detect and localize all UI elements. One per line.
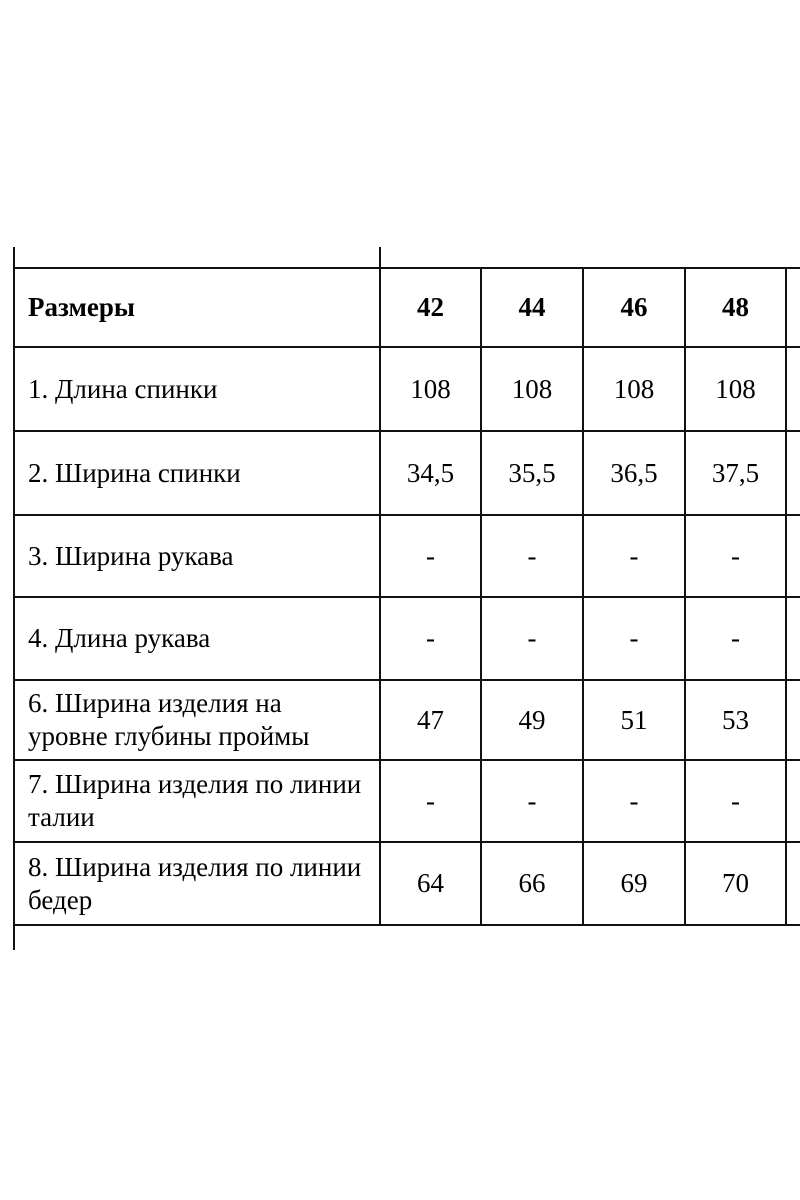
table-row-divider	[14, 841, 800, 843]
value-cell: -	[731, 785, 740, 816]
value-cell: 37,5	[711, 457, 760, 488]
table-row-divider	[14, 924, 800, 926]
value-cell: 35,5	[508, 457, 556, 488]
measurement-label: 2. Ширина спинки	[28, 457, 241, 488]
value-cell: 69	[620, 868, 648, 898]
table-column-divider	[13, 247, 15, 268]
table-row-divider	[14, 514, 800, 516]
value-cell: -	[426, 623, 435, 653]
value-cell-box: -	[483, 599, 581, 678]
value-cell: -	[731, 623, 740, 653]
value-cell-box: 108	[687, 349, 784, 429]
value-cell-box: 48	[687, 270, 784, 345]
value-cell: 108	[410, 373, 451, 404]
value-cell-box: -	[585, 762, 683, 840]
value-cell-box: 108	[483, 349, 581, 429]
table-column-divider	[13, 268, 15, 925]
value-cell: 70	[722, 868, 749, 898]
value-cell: -	[527, 623, 537, 653]
measurement-label: 7. Ширина изделия по линии талии	[28, 769, 362, 832]
size-header-cell: 42	[417, 292, 444, 322]
value-cell-box: 34,5	[382, 433, 479, 513]
table-row-divider	[14, 346, 800, 348]
table-column-divider	[379, 247, 381, 268]
table-column-divider	[684, 268, 686, 925]
value-cell-box: -	[483, 517, 581, 595]
size-header-cell: 44	[518, 292, 546, 322]
table-column-divider	[379, 268, 381, 925]
value-cell: 108	[613, 373, 655, 404]
measurement-label: 8. Ширина изделия по линии бедер	[28, 851, 362, 915]
value-cell-box: -	[687, 517, 784, 595]
value-cell: -	[629, 540, 639, 571]
value-cell-box: 46	[585, 270, 683, 345]
size-header-cell: 48	[722, 292, 749, 322]
value-cell: -	[527, 785, 537, 816]
value-cell: 64	[417, 868, 444, 898]
label-cell: 6. Ширина изделия на уровне глубины прой…	[20, 682, 376, 758]
value-cell-box: -	[585, 599, 683, 678]
value-cell: 53	[722, 704, 749, 735]
value-cell-box: 108	[382, 349, 479, 429]
value-cell: -	[629, 623, 639, 653]
measurement-label: 4. Длина рукава	[28, 623, 211, 653]
value-cell: 49	[518, 704, 546, 735]
measurement-label: 1. Длина спинки	[28, 373, 218, 404]
label-cell: 2. Ширина спинки	[20, 433, 376, 513]
value-cell: 47	[417, 704, 444, 735]
value-cell: 36,5	[610, 457, 658, 488]
measurement-label: 6. Ширина изделия на уровне глубины прой…	[28, 688, 310, 751]
value-cell-box: 42	[382, 270, 479, 345]
value-cell: 34,5	[406, 457, 455, 488]
label-cell: 3. Ширина рукава	[20, 517, 376, 595]
value-cell-box: 70	[687, 844, 784, 923]
value-cell-box: 35,5	[483, 433, 581, 513]
table-column-divider	[13, 925, 15, 950]
value-cell-box: -	[483, 762, 581, 840]
table-row-divider	[14, 679, 800, 681]
value-cell-box: 44	[483, 270, 581, 345]
label-cell: 7. Ширина изделия по линии талии	[20, 762, 376, 840]
label-cell: 8. Ширина изделия по линии бедер	[20, 844, 376, 923]
label-cell: 4. Длина рукава	[20, 599, 376, 678]
value-cell: -	[527, 540, 537, 571]
value-cell-box: 36,5	[585, 433, 683, 513]
label-cell: Размеры	[20, 270, 376, 345]
value-cell-box: 108	[585, 349, 683, 429]
value-cell-box: -	[687, 762, 784, 840]
table-row-divider	[14, 759, 800, 761]
value-cell-box: -	[382, 762, 479, 840]
value-cell-box: 51	[585, 682, 683, 758]
value-cell-box: 69	[585, 844, 683, 923]
value-cell-box: 53	[687, 682, 784, 758]
value-cell: -	[629, 785, 639, 816]
measurement-label: 3. Ширина рукава	[28, 540, 234, 571]
value-cell-box: -	[382, 599, 479, 678]
value-cell-box: 49	[483, 682, 581, 758]
size-header-cell: 46	[620, 292, 648, 322]
table-column-divider	[582, 268, 584, 925]
value-cell-box: -	[687, 599, 784, 678]
value-cell-box: -	[382, 517, 479, 595]
table-row-divider	[14, 430, 800, 432]
value-cell-box: 47	[382, 682, 479, 758]
value-cell: 108	[511, 373, 553, 404]
value-cell-box: 64	[382, 844, 479, 923]
value-cell-box: 37,5	[687, 433, 784, 513]
value-cell: -	[426, 785, 435, 816]
value-cell: 66	[518, 868, 546, 898]
header-label: Размеры	[28, 292, 135, 322]
value-cell: -	[731, 540, 740, 571]
value-cell: 108	[715, 373, 756, 404]
value-cell-box: -	[585, 517, 683, 595]
value-cell-box: 66	[483, 844, 581, 923]
value-cell: -	[426, 540, 435, 571]
value-cell: 51	[620, 704, 648, 735]
label-cell: 1. Длина спинки	[20, 349, 376, 429]
table-row-divider	[14, 596, 800, 598]
table-column-divider	[480, 268, 482, 925]
table-row-divider	[14, 267, 800, 269]
table-column-divider	[785, 268, 787, 925]
